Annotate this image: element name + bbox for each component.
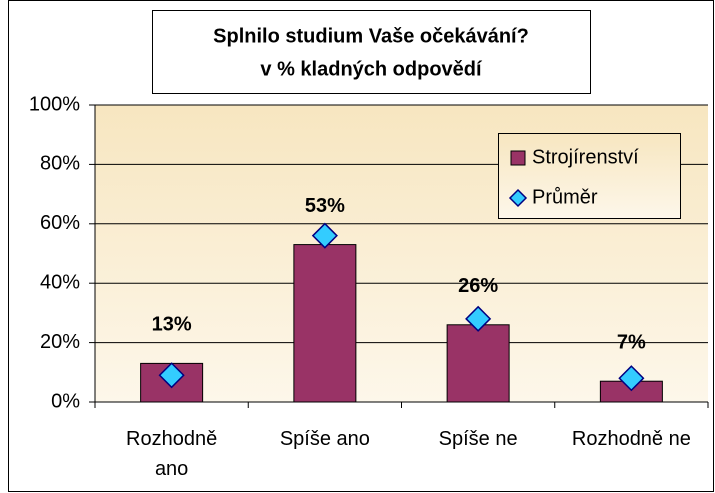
marker [465, 305, 492, 332]
legend-box [498, 133, 681, 219]
data-label: 7% [617, 331, 646, 353]
data-label: 13% [152, 314, 192, 336]
chart-title: Splnilo studium Vaše očekávání? [213, 25, 529, 47]
x-tick-label-box: Spíše ne [438, 428, 518, 450]
legend-swatch [508, 188, 528, 208]
y-tick-label: 80% [40, 153, 80, 175]
legend-label: Strojírenství [532, 146, 639, 168]
x-tick-label: Rozhodně ne [571, 428, 691, 450]
x-tick-label-box: Rozhodně ne [571, 428, 691, 450]
x-tick-label: Rozhodně ano [126, 428, 218, 480]
x-tick-label-box: Rozhodně ano [126, 428, 218, 480]
y-tick-label: 0% [51, 390, 80, 412]
legend-label: Průměr [532, 186, 598, 208]
y-tick-label: 60% [40, 212, 80, 234]
marker [311, 222, 338, 249]
y-tick-label: 100% [29, 93, 80, 115]
legend-swatch [510, 150, 526, 166]
data-label: 53% [305, 195, 345, 217]
y-tick-label: 20% [40, 331, 80, 353]
y-tick-label: 40% [40, 271, 80, 293]
x-tick-label-box: Spíše ano [279, 428, 370, 450]
x-tick-label: Spíše ano [279, 428, 370, 450]
data-label: 26% [458, 275, 498, 297]
marker [618, 365, 645, 392]
marker [158, 362, 185, 389]
x-tick-label: Spíše ne [438, 428, 518, 450]
chart-title: v % kladných odpovědí [260, 58, 483, 80]
title-box [152, 10, 591, 94]
bar [446, 324, 510, 403]
bar [293, 244, 357, 403]
